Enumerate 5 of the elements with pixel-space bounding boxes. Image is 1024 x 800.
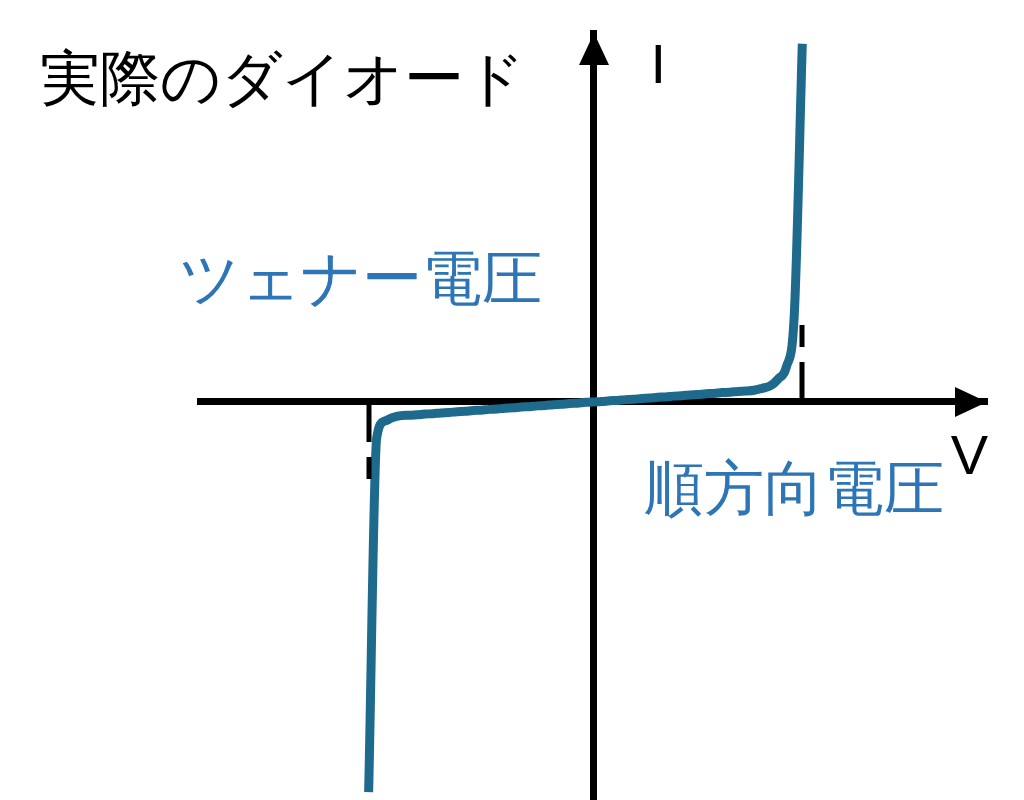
chart-title: 実際のダイオード [40, 44, 525, 112]
annotation: ツェナー電圧 [179, 244, 543, 312]
y-axis-title: I [650, 32, 667, 95]
annotation: 順方向電圧 [644, 454, 945, 522]
x-axis-title: V [950, 422, 989, 486]
